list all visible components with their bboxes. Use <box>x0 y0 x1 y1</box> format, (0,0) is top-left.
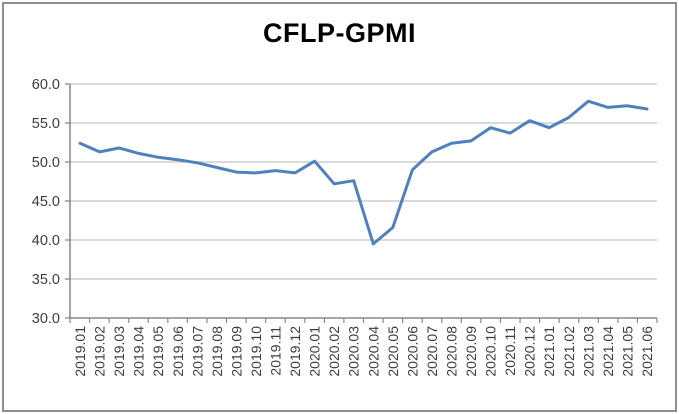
y-axis-tick-label: 50.0 <box>32 155 60 171</box>
x-axis-tick-label: 2020.09 <box>463 326 479 377</box>
x-axis-tick-label: 2020.08 <box>443 326 459 377</box>
x-axis-tick-label: 2019.04 <box>131 326 147 377</box>
x-axis-tick-label: 2020.07 <box>424 326 440 377</box>
x-axis-tick-label: 2020.04 <box>365 326 381 377</box>
y-axis-tick-label: 30.0 <box>32 311 60 327</box>
x-axis-tick-label: 2020.12 <box>522 326 538 377</box>
x-axis-tick-label: 2021.03 <box>580 326 596 377</box>
x-axis-tick-label: 2019.08 <box>209 326 225 377</box>
x-axis-tick-label: 2019.05 <box>150 326 166 377</box>
y-axis-tick-label: 40.0 <box>32 233 60 249</box>
x-axis-tick-label: 2021.06 <box>639 326 655 377</box>
y-axis-tick-label: 60.0 <box>32 77 60 93</box>
x-axis-tick-label: 2021.01 <box>541 326 557 377</box>
x-axis-tick-label: 2020.11 <box>502 326 518 376</box>
x-axis-tick-label: 2020.01 <box>307 326 323 377</box>
x-axis-tick-label: 2021.02 <box>561 326 577 377</box>
y-axis-tick-label: 35.0 <box>32 272 60 288</box>
chart-title: CFLP-GPMI <box>263 18 416 48</box>
x-axis-tick-label: 2019.01 <box>72 326 88 377</box>
x-axis-tick-label: 2019.11 <box>268 326 284 376</box>
x-axis-tick-label: 2020.02 <box>326 326 342 377</box>
x-axis-tick-label: 2020.06 <box>404 326 420 377</box>
x-axis-tick-label: 2019.03 <box>111 326 127 377</box>
x-axis-tick-label: 2019.06 <box>170 326 186 377</box>
y-axis-tick-label: 55.0 <box>32 116 60 132</box>
pmi-line-series <box>78 99 649 246</box>
x-axis-tick-label: 2020.03 <box>346 326 362 377</box>
x-axis-tick-label: 2019.10 <box>248 326 264 377</box>
x-axis-tick-label: 2019.02 <box>92 326 108 377</box>
x-axis-tick-label: 2021.05 <box>619 326 635 377</box>
x-axis-tick-label: 2021.04 <box>600 326 616 377</box>
x-axis-tick-label: 2020.05 <box>385 326 401 377</box>
y-axis-tick-label: 45.0 <box>32 194 60 210</box>
x-axis-tick-label: 2020.10 <box>483 326 499 377</box>
x-axis-tick-label: 2019.09 <box>228 326 244 377</box>
x-axis-tick-label: 2019.12 <box>287 326 303 377</box>
x-axis-tick-label: 2019.07 <box>189 326 205 377</box>
